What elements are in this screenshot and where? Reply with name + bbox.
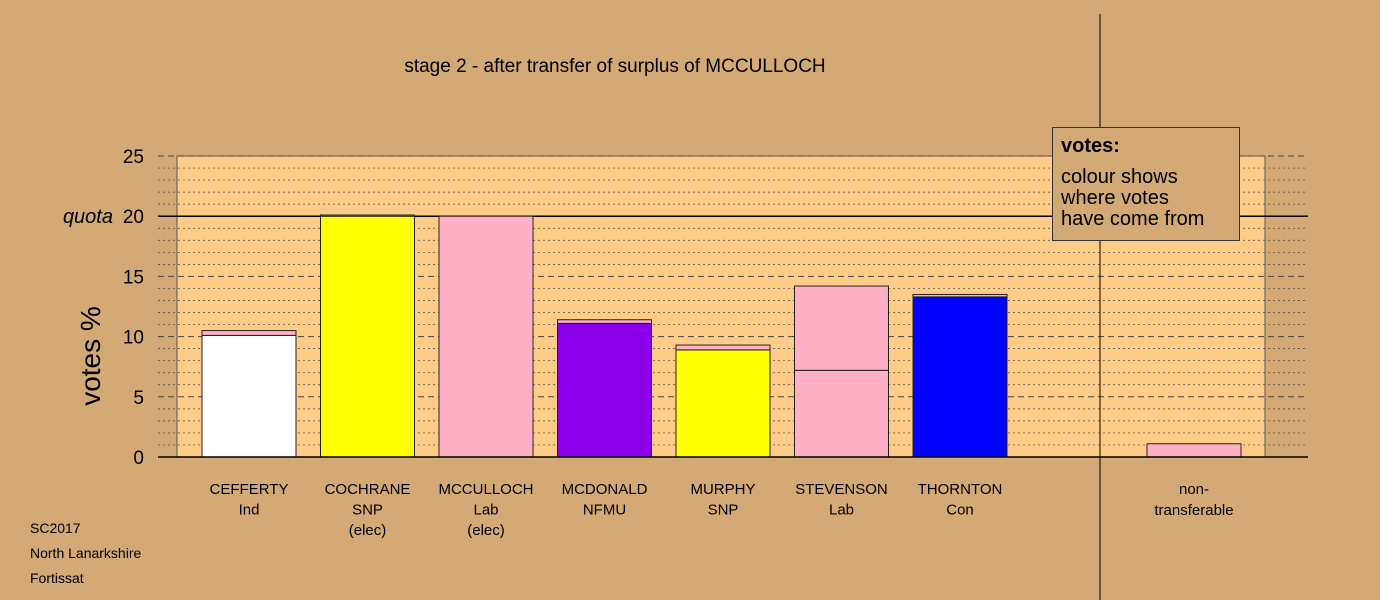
footer-council: North Lanarkshire bbox=[30, 545, 142, 561]
y-axis-label: votes % bbox=[75, 306, 106, 406]
footer-ward: Fortissat bbox=[30, 570, 84, 586]
y-tick-label: 25 bbox=[123, 147, 144, 168]
y-tick-label: 15 bbox=[123, 267, 144, 288]
bar-mcdonald-segment-1 bbox=[557, 322, 652, 458]
bar-cefferty-segment-1 bbox=[201, 334, 297, 458]
candidate-name: STEVENSON bbox=[795, 481, 888, 498]
quota-label: quota bbox=[63, 206, 113, 228]
candidate-name: MCCULLOCH bbox=[438, 481, 533, 498]
bar-murphy-segment-2 bbox=[675, 344, 771, 351]
y-tick-label: 10 bbox=[123, 328, 144, 349]
legend-title: votes: bbox=[1061, 135, 1120, 157]
bar-murphy-segment-1 bbox=[675, 349, 771, 458]
candidate-name: CEFFERTY bbox=[210, 481, 289, 498]
candidate-name: COCHRANE bbox=[325, 481, 411, 498]
bar-mcculloch-segment-1 bbox=[438, 215, 534, 458]
candidate-party: SNP bbox=[708, 502, 739, 519]
x-tick-labels: CEFFERTY Ind COCHRANE SNP (elec) MCCULLOCH Lab… bbox=[210, 481, 1234, 539]
candidate-name: THORNTON bbox=[918, 481, 1003, 498]
bar-cefferty-segment-2 bbox=[201, 330, 297, 336]
bar-mcdonald-segment-2 bbox=[557, 319, 652, 324]
y-tick-label: 20 bbox=[123, 207, 144, 228]
footer-election: SC2017 bbox=[30, 520, 81, 536]
candidate-status: (elec) bbox=[349, 522, 387, 539]
bars bbox=[201, 214, 1242, 458]
axes bbox=[158, 14, 1308, 600]
candidate-status: (elec) bbox=[467, 522, 505, 539]
legend-line-3: have come from bbox=[1061, 208, 1205, 230]
legend-line-2: where votes bbox=[1061, 187, 1169, 209]
bar-cochrane-segment-1 bbox=[320, 215, 415, 458]
legend-line-1: colour shows bbox=[1061, 166, 1178, 188]
candidate-party: Lab bbox=[829, 502, 854, 519]
bar-non-transferable bbox=[1146, 443, 1242, 458]
bar-thornton-segment-2 bbox=[912, 293, 1008, 298]
candidate-party: SNP bbox=[352, 502, 383, 519]
legend: votes: colour shows where votes have com… bbox=[1052, 127, 1240, 241]
non-transferable-label: transferable bbox=[1154, 502, 1233, 519]
bar-stevenson-segment-1 bbox=[794, 369, 889, 458]
bar-cochrane-segment-2 bbox=[320, 214, 415, 217]
candidate-party: NFMU bbox=[583, 502, 626, 519]
chart-title: stage 2 - after transfer of surplus of M… bbox=[404, 56, 825, 77]
candidate-party: Con bbox=[946, 502, 974, 519]
y-tick-label: 0 bbox=[133, 448, 144, 469]
bar-stevenson-segment-2 bbox=[794, 285, 889, 371]
candidate-party: Lab bbox=[473, 502, 498, 519]
bar-thornton-segment-1 bbox=[912, 296, 1008, 458]
candidate-name: MURPHY bbox=[690, 481, 755, 498]
candidate-party: Ind bbox=[239, 502, 260, 519]
y-tick-labels: 0 5 10 15 20 25 quota bbox=[63, 147, 144, 469]
y-tick-label: 5 bbox=[133, 388, 144, 409]
non-transferable-label: non- bbox=[1179, 481, 1209, 498]
candidate-name: MCDONALD bbox=[562, 481, 648, 498]
